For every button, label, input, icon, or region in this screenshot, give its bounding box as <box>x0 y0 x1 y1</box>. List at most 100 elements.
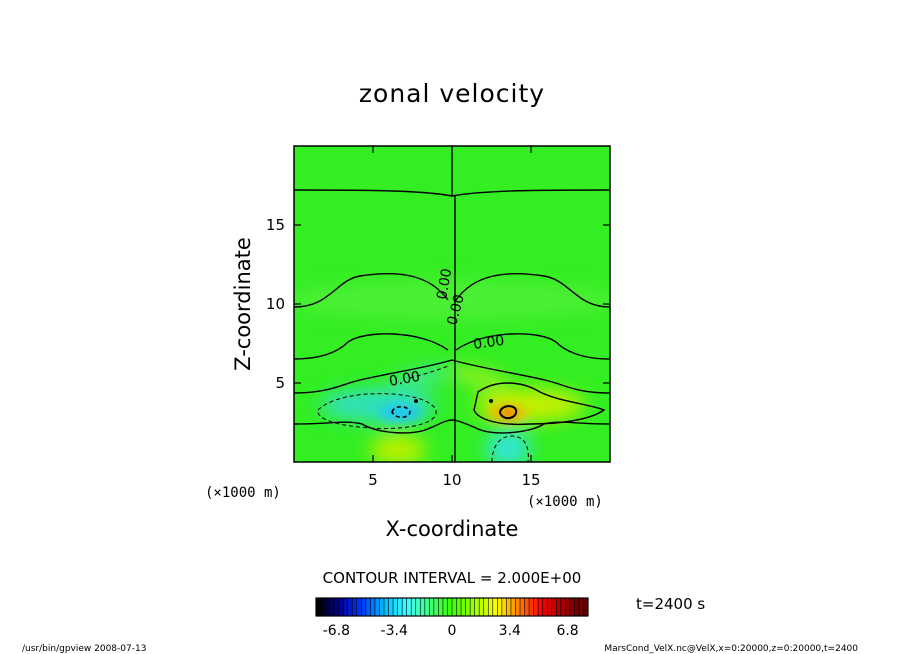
colorbar-segment <box>456 598 462 616</box>
contour-interval-text: CONTOUR INTERVAL = 2.000E+00 <box>323 569 582 587</box>
colorbar-segment <box>470 598 476 616</box>
local-extremum-right <box>489 399 493 403</box>
plot-area: 0.00 0.00 0.00 0.00 <box>294 146 610 462</box>
colorbar-segment <box>438 598 444 616</box>
colorbar-segment <box>429 598 435 616</box>
colorbar-segment <box>560 598 566 616</box>
colorbar-segment <box>529 598 535 616</box>
positive-bottom-left <box>370 434 426 462</box>
colorbar <box>315 597 589 617</box>
x-tick-label: 10 <box>442 471 461 489</box>
colorbar-segment <box>524 598 530 616</box>
contour-neg-bottom-right <box>491 435 529 462</box>
colorbar-segment <box>334 598 340 616</box>
negative-core-left <box>378 404 422 422</box>
colorbar-segment <box>533 598 539 616</box>
contour-neg-left-lobe <box>317 393 437 429</box>
colorbar-segment <box>352 598 358 616</box>
x-axis: 5 10 15 <box>368 146 541 489</box>
colorbar-segment <box>411 598 417 616</box>
contour-neg-slant <box>409 365 449 379</box>
colorbar-segment <box>574 598 580 616</box>
footer-right: MarsCond_VelX.nc@VelX,x=0:20000,z=0:2000… <box>604 644 858 654</box>
colorbar-segment <box>461 598 467 616</box>
contour-labels: 0.00 0.00 0.00 0.00 <box>388 267 506 390</box>
colorbar-segment <box>356 598 362 616</box>
slant-right-upper <box>450 367 510 389</box>
colorbar-segment <box>465 598 471 616</box>
slant-left-upper <box>390 367 450 389</box>
contour-label-middle-vertical: 0.00 <box>444 293 468 327</box>
colorbar-segment <box>492 598 498 616</box>
colorbar-segment <box>510 598 516 616</box>
footer-left: /usr/bin/gpview 2008-07-13 <box>22 644 146 654</box>
contour-lower <box>294 359 610 394</box>
colorbar-segment <box>565 598 571 616</box>
colorbar-segment <box>538 598 544 616</box>
chart-title: zonal velocity <box>359 79 545 108</box>
contour-lines <box>294 146 610 462</box>
x-axis-unit-left: (×1000 m) <box>205 485 281 501</box>
contour-label-upper-vertical: 0.00 <box>434 267 455 300</box>
contour-label-middle-right: 0.00 <box>472 333 505 353</box>
colorbar-segment <box>583 598 589 616</box>
colorbar-segment <box>343 598 349 616</box>
colorbar-segment <box>320 598 326 616</box>
colorbar-segment <box>325 598 331 616</box>
colorbar-tick-label: -6.8 <box>323 623 350 639</box>
colorbar-segment <box>316 598 322 616</box>
field-cores <box>378 404 527 422</box>
colorbar-tick-label: 0 <box>448 623 457 639</box>
colorbar-segment <box>542 598 548 616</box>
colorbar-segment <box>374 598 380 616</box>
colorbar-segment <box>347 598 353 616</box>
colorbar-segment <box>479 598 485 616</box>
field-anomalies <box>294 280 610 462</box>
colorbar-tick-label: 3.4 <box>499 623 521 639</box>
colorbar-segment <box>497 598 503 616</box>
colorbar-segment <box>488 598 494 616</box>
x-axis-label: X-coordinate <box>386 517 519 541</box>
y-tick-label: 15 <box>266 216 285 234</box>
colorbar-segment <box>520 598 526 616</box>
y-axis-label: Z-coordinate <box>231 237 255 371</box>
x-tick-label: 5 <box>368 471 378 489</box>
y-tick-label: 5 <box>275 374 285 392</box>
colorbar-segment <box>329 598 335 616</box>
colorbar-ticks: -6.8 -3.4 0 3.4 6.8 <box>323 623 579 639</box>
y-axis: 5 10 15 <box>266 216 610 392</box>
colorbar-segment <box>547 598 553 616</box>
colorbar-segment <box>442 598 448 616</box>
contour-middle <box>294 333 610 360</box>
colorbar-segment <box>551 598 557 616</box>
contour-core-right <box>498 405 518 420</box>
colorbar-segment <box>447 598 453 616</box>
y-tick-label: 10 <box>266 295 285 313</box>
colorbar-segment <box>379 598 385 616</box>
colorbar-segment <box>452 598 458 616</box>
colorbar-segment <box>397 598 403 616</box>
contour-neg-left-core <box>391 405 411 419</box>
colorbar-frame <box>315 597 589 617</box>
positive-core-inner <box>500 408 516 418</box>
local-extremum-left <box>414 399 418 403</box>
contour-upper-hump <box>294 273 610 308</box>
contour-right-lobe <box>473 382 606 426</box>
contour-label-lower-left: 0.00 <box>388 369 421 390</box>
colorbar-segment <box>338 598 344 616</box>
colorbar-segment <box>578 598 584 616</box>
colorbar-segment <box>483 598 489 616</box>
colorbar-segment <box>402 598 408 616</box>
colorbar-segment <box>370 598 376 616</box>
negative-bottom-right <box>486 430 530 462</box>
colorbar-tick-label: -3.4 <box>381 623 408 639</box>
band-pale-upper <box>294 280 610 320</box>
colorbar-segment <box>406 598 412 616</box>
colorbar-segment <box>388 598 394 616</box>
colorbar-segment <box>393 598 399 616</box>
colorbar-segment <box>474 598 480 616</box>
colorbar-segment <box>433 598 439 616</box>
contour-dots <box>414 399 493 403</box>
colorbar-tick-label: 6.8 <box>556 623 578 639</box>
